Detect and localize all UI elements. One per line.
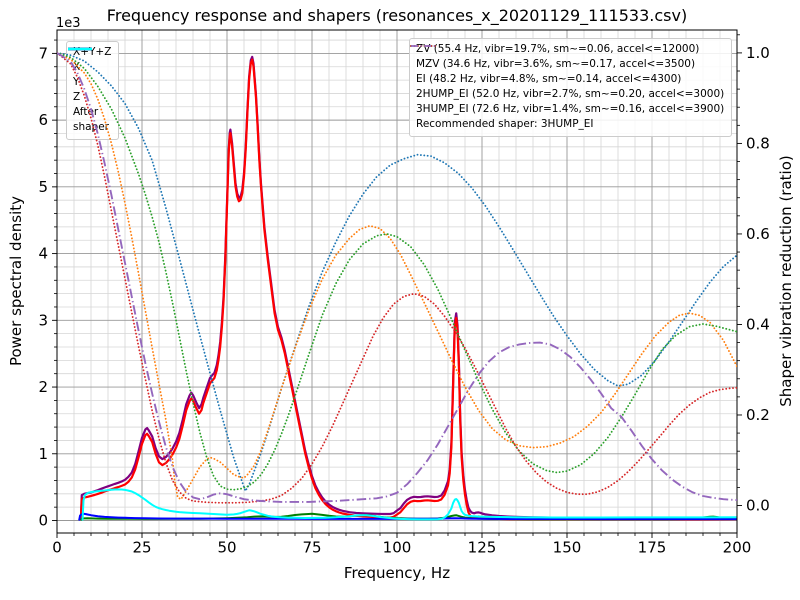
legend-entry-label: EI (48.2 Hz, vibr=4.8%, sm~=0.14, accel<… [416, 73, 682, 85]
x-tick-label: 0 [52, 539, 62, 557]
series-after-shaper [81, 488, 737, 521]
plot-frame [56, 29, 738, 534]
series-x [79, 58, 737, 521]
y-right-tick-label: 0.0 [746, 497, 770, 515]
series-mzv [57, 52, 737, 501]
legend-entry: MZV (34.6 Hz, vibr=3.6%, sm~=0.17, accel… [410, 45, 724, 72]
chart-title: Frequency response and shapers (resonanc… [106, 6, 688, 25]
y-left-tick-label: 7 [38, 44, 48, 62]
grid-minor [57, 30, 737, 533]
x-tick-label: 50 [217, 539, 236, 557]
y-left-tick-label: 6 [38, 111, 48, 129]
legend-line-sample [411, 45, 435, 47]
y-left-tick-label: 1 [38, 445, 48, 463]
x-tick-label: 25 [132, 539, 151, 557]
x-tick-label: 75 [302, 539, 321, 557]
y-left-tick-label: 3 [38, 311, 48, 329]
legend-entry-label: MZV (34.6 Hz, vibr=3.6%, sm~=0.17, accel… [416, 58, 696, 70]
legend-entry: Recommended shaper: 3HUMP_EI [416, 117, 724, 132]
legend-entry: ZV (55.4 Hz, vibr=19.7%, sm~=0.06, accel… [410, 42, 724, 57]
x-axis-label: Frequency, Hz [343, 564, 451, 582]
legend-entry-label: X [73, 61, 81, 73]
legend-entry-label: 2HUMP_EI (52.0 Hz, vibr=2.7%, sm~=0.20, … [416, 88, 725, 100]
y-right-tick-label: 0.6 [746, 225, 770, 243]
y-right-tick-label: 1.0 [746, 44, 770, 62]
x-tick-label: 150 [553, 539, 582, 557]
legend-entry: EI (48.2 Hz, vibr=4.8%, sm~=0.14, accel<… [410, 45, 724, 87]
legend-blank-sample [410, 39, 436, 53]
legend-entry-label: ZV (55.4 Hz, vibr=19.7%, sm~=0.06, accel… [416, 43, 700, 55]
legend-entry: 3HUMP_EI (72.6 Hz, vibr=1.4%, sm~=0.16, … [411, 45, 725, 117]
y-right-tick-label: 0.2 [746, 406, 770, 424]
legend-shapers: ZV (55.4 Hz, vibr=19.7%, sm~=0.06, accel… [409, 38, 733, 137]
shaper-response-curves [57, 52, 737, 504]
x-tick-label: 200 [723, 539, 752, 557]
legend-entry-label: Recommended shaper: 3HUMP_EI [416, 118, 594, 130]
legend-entry-label: Y [73, 76, 80, 88]
y-right-tick-label: 0.8 [746, 134, 770, 152]
y-left-tick-label: 2 [38, 378, 48, 396]
legend-line-sample [68, 47, 92, 51]
y-left-tick-label: 0 [38, 512, 48, 530]
y-left-tick-label: 4 [38, 245, 48, 263]
y-right-tick-label: 0.4 [746, 315, 770, 333]
measured-psd-curves [78, 55, 737, 521]
x-tick-label: 100 [383, 539, 412, 557]
y-axis-offset-text: 1e3 [56, 16, 81, 31]
legend-entry: 2HUMP_EI (52.0 Hz, vibr=2.7%, sm~=0.20, … [410, 45, 725, 102]
x-tick-label: 175 [638, 539, 667, 557]
series-3hump-ei [57, 52, 737, 503]
series-2hump-ei [57, 52, 737, 504]
legend-entry-label: Z [73, 91, 81, 103]
legend-entry-label: 3HUMP_EI (72.6 Hz, vibr=1.4%, sm~=0.16, … [416, 103, 725, 115]
x-tick-label: 125 [468, 539, 497, 557]
y-left-tick-label: 5 [38, 178, 48, 196]
series-ei [57, 52, 737, 491]
